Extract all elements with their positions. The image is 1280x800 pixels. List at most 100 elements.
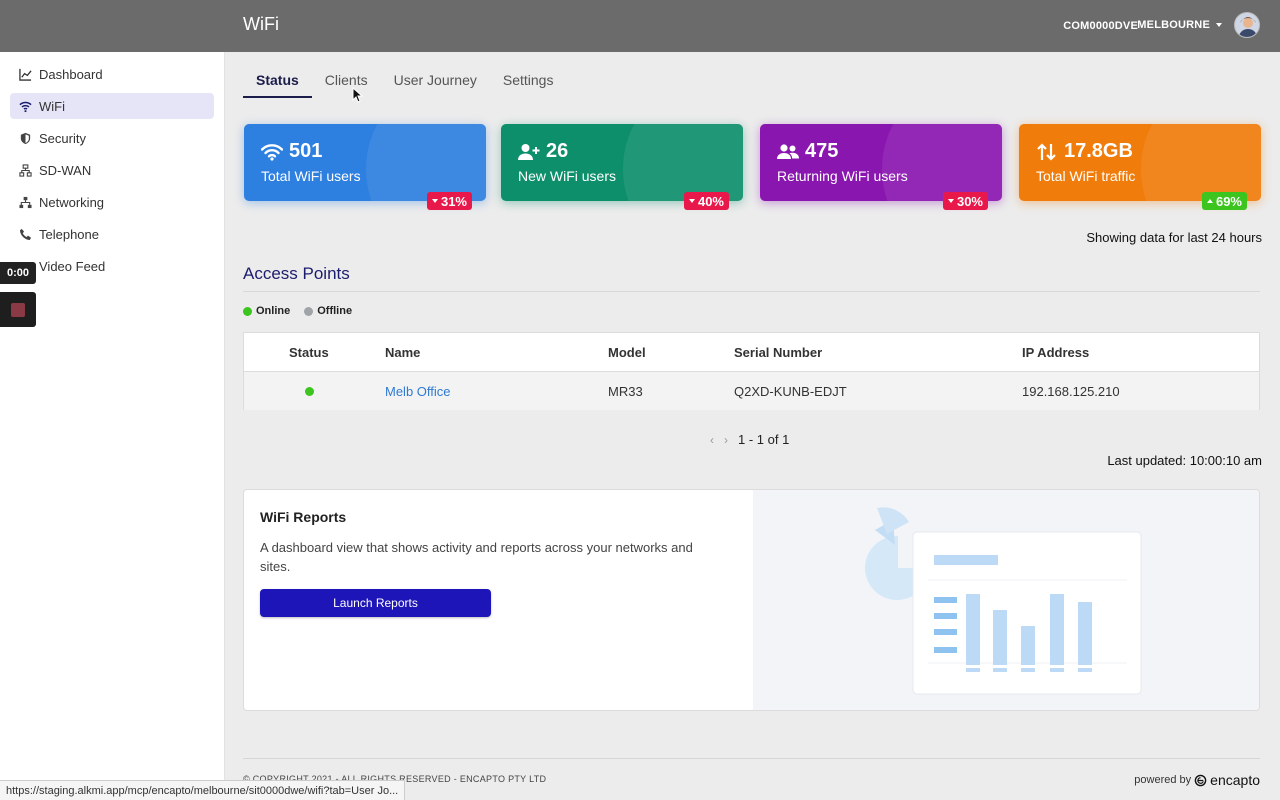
sidebar-item-label: Telephone <box>39 226 99 242</box>
chevron-right-icon[interactable]: › <box>724 432 728 447</box>
page-title: WiFi <box>243 14 279 34</box>
change-value: 69% <box>1215 193 1242 209</box>
arrows-up-down-icon <box>1037 142 1056 161</box>
pagination: ‹ › 1 - 1 of 1 <box>710 432 789 447</box>
status-legend: Online Offline <box>243 305 352 317</box>
user-plus-icon <box>518 143 540 160</box>
card-background <box>501 124 743 201</box>
divider <box>243 291 1260 292</box>
ap-model: MR33 <box>608 383 643 399</box>
chart-line-icon <box>19 68 32 81</box>
section-title: Access Points <box>243 264 350 283</box>
sidebar-item-telephone[interactable]: Telephone <box>10 221 214 247</box>
column-header-status[interactable]: Status <box>289 344 329 360</box>
online-status-icon <box>305 386 314 396</box>
column-header-ip[interactable]: IP Address <box>1022 344 1090 360</box>
change-badge: 31% <box>426 192 472 210</box>
brand-name: encapto <box>1210 772 1260 788</box>
sidebar-item-wifi[interactable]: WiFi <box>10 93 214 119</box>
online-dot-icon <box>243 306 252 316</box>
access-points-table: Status Name Model Serial Number IP Addre… <box>243 332 1260 410</box>
sitemap-icon <box>19 196 32 208</box>
account-code[interactable]: COM0000DVE <box>1063 20 1138 32</box>
sidebar-item-video-feed[interactable]: Video Feed <box>10 253 214 279</box>
powered-by-label: powered by <box>1134 774 1192 786</box>
wifi-reports-panel: WiFi Reports A dashboard view that shows… <box>243 489 1260 711</box>
legend-label: Offline <box>317 305 353 317</box>
copyright: © COPYRIGHT 2021 - ALL RIGHTS RESERVED -… <box>243 774 547 784</box>
tab-bar: Status Clients User Journey Settings <box>243 60 566 98</box>
stat-label: Total WiFi traffic <box>1036 168 1136 184</box>
user-avatar-icon <box>1238 17 1258 37</box>
column-header-name[interactable]: Name <box>385 344 421 360</box>
powered-by: powered by encapto <box>1134 772 1260 788</box>
tab-status[interactable]: Status <box>243 60 312 98</box>
reports-illustration <box>753 490 1259 710</box>
stat-number: 26 <box>546 140 569 162</box>
sidebar-item-sd-wan[interactable]: SD-WAN <box>10 157 214 183</box>
wifi-icon <box>261 143 283 161</box>
encapto-logo-icon <box>1194 774 1207 786</box>
arrow-down-icon <box>431 199 438 203</box>
time-range-note: Showing data for last 24 hours <box>1086 230 1262 245</box>
browser-status-url: https://staging.alkmi.app/mcp/encapto/me… <box>0 780 406 800</box>
top-bar: WiFi COM0000DVE MELBOURNE <box>0 0 1280 52</box>
stat-card-new-users: 26 New WiFi users 40% <box>501 124 743 210</box>
card-background <box>760 124 1002 201</box>
offline-dot-icon <box>304 306 314 316</box>
stat-value: 26 <box>518 140 568 163</box>
stat-number: 501 <box>289 140 323 162</box>
stat-number: 475 <box>805 140 839 162</box>
arrow-up-icon <box>1206 199 1213 203</box>
stat-label: Returning WiFi users <box>777 168 908 184</box>
change-badge: 69% <box>1201 192 1247 210</box>
footer-divider <box>243 758 1260 759</box>
launch-reports-button[interactable]: Launch Reports <box>260 589 491 617</box>
stop-recording-button[interactable] <box>0 292 36 327</box>
phone-icon <box>19 228 32 240</box>
reports-description: A dashboard view that shows activity and… <box>260 540 693 574</box>
status-cell <box>305 372 314 410</box>
network-icon <box>19 163 32 177</box>
stat-value: 501 <box>261 140 322 163</box>
chevron-left-icon[interactable]: ‹ <box>710 432 714 447</box>
legend-online: Online <box>243 305 290 317</box>
legend-label: Online <box>256 305 291 317</box>
column-header-model[interactable]: Model <box>608 344 646 360</box>
stat-card-total-users: 501 Total WiFi users 31% <box>244 124 486 210</box>
sidebar: Dashboard WiFi Security SD-WAN Networkin… <box>0 52 225 800</box>
sidebar-item-security[interactable]: Security <box>10 125 214 151</box>
site-selector[interactable]: MELBOURNE <box>1137 19 1222 31</box>
tab-clients[interactable]: Clients <box>324 72 368 88</box>
change-badge: 40% <box>683 192 729 210</box>
change-badge: 30% <box>942 192 988 210</box>
stat-label: New WiFi users <box>518 168 617 184</box>
tab-user-journey[interactable]: User Journey <box>393 72 477 88</box>
stat-card-total-traffic: 17.8GB Total WiFi traffic 69% <box>1019 124 1261 210</box>
stat-label: Total WiFi users <box>261 168 361 184</box>
stat-value: 475 <box>777 140 838 163</box>
column-header-serial[interactable]: Serial Number <box>734 344 823 360</box>
arrow-down-icon <box>688 199 695 203</box>
avatar[interactable] <box>1234 12 1260 38</box>
site-label: MELBOURNE <box>1137 19 1210 31</box>
stat-number: 17.8GB <box>1064 140 1133 162</box>
dashboard-illustration-icon <box>865 507 1142 695</box>
stat-card-returning-users: 475 Returning WiFi users 30% <box>760 124 1002 210</box>
recording-timer: 0:00 <box>0 262 36 284</box>
table-row[interactable]: Melb Office MR33 Q2XD-KUNB-EDJT 192.168.… <box>244 372 1259 410</box>
sidebar-item-networking[interactable]: Networking <box>10 189 214 215</box>
ap-name-link[interactable]: Melb Office <box>385 383 451 399</box>
sidebar-item-label: SD-WAN <box>39 162 92 178</box>
mouse-cursor-icon <box>352 87 364 103</box>
users-icon <box>777 143 799 159</box>
sidebar-item-label: Dashboard <box>39 66 103 82</box>
sidebar-item-dashboard[interactable]: Dashboard <box>10 61 214 87</box>
tab-settings[interactable]: Settings <box>502 72 554 88</box>
sidebar-item-label: Networking <box>39 194 105 210</box>
ap-serial: Q2XD-KUNB-EDJT <box>734 383 847 399</box>
reports-title: WiFi Reports <box>260 509 347 525</box>
change-value: 40% <box>697 193 724 209</box>
sidebar-item-label: Video Feed <box>39 258 106 274</box>
wifi-icon <box>19 101 32 112</box>
